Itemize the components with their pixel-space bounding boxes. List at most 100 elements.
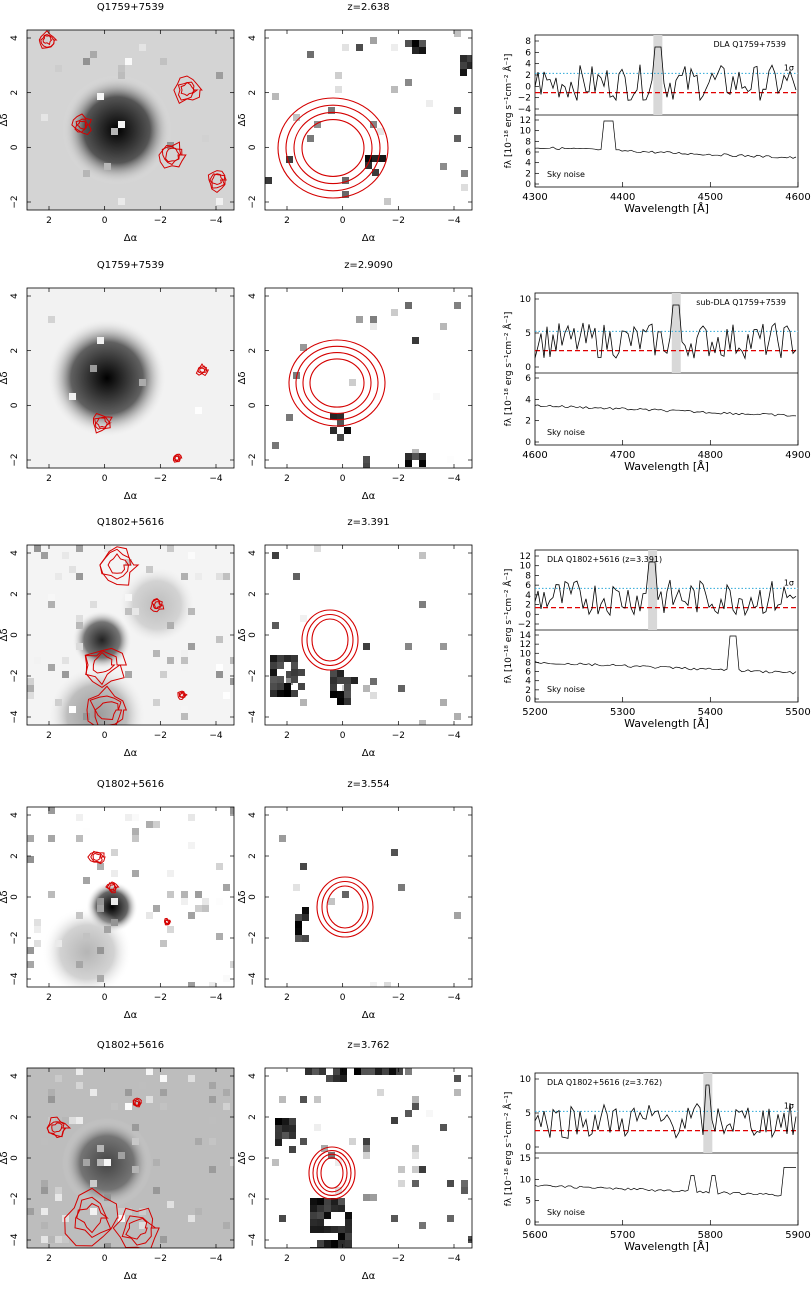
noise-pixel <box>293 114 300 121</box>
spectrum-top-tick-label: −2 <box>518 620 531 630</box>
noise-pixel <box>62 671 69 678</box>
spectrum-top-tick-label: 8 <box>525 571 531 581</box>
noise-pixel <box>454 713 461 720</box>
noise-pixel <box>391 1117 398 1124</box>
y-tick-label: 0 <box>10 894 20 900</box>
spectrum-bottom-tick-label: 15 <box>520 1154 531 1164</box>
noise-pixel <box>69 1117 76 1124</box>
noise-pixel <box>48 316 55 323</box>
noise-pixel <box>209 1096 216 1103</box>
contour-ring <box>308 1146 356 1200</box>
contour-fragment <box>76 1202 109 1234</box>
noise-pixel <box>419 1222 426 1229</box>
y-tick-label: 2 <box>248 90 258 96</box>
noise-pixel <box>223 692 230 699</box>
noise-pixel <box>412 1152 419 1159</box>
source-pixel <box>351 677 358 684</box>
source-pixel <box>338 1198 345 1205</box>
source-pixel <box>467 55 472 62</box>
noise-pixel <box>160 1103 167 1110</box>
contour-content <box>265 545 472 725</box>
source-pixel <box>270 662 277 669</box>
noise-pixel <box>454 30 461 37</box>
source-pixel <box>295 935 302 942</box>
noise-pixel <box>314 1096 321 1103</box>
contour-fragment <box>107 553 130 574</box>
noise-pixel <box>286 671 293 678</box>
x-axis-label: Δα <box>124 491 138 502</box>
image-panel-title: Q1802+5616 <box>97 517 164 528</box>
source-pixel <box>460 55 467 62</box>
y-tick-label: −2 <box>10 453 20 466</box>
noise-pixel <box>391 86 398 93</box>
contour-fragment <box>105 881 120 894</box>
noise-pixel <box>272 1159 279 1166</box>
source-pixel <box>324 1240 331 1247</box>
object-spectrum-line <box>534 46 797 102</box>
noise-pixel <box>419 1166 426 1173</box>
source-pixel <box>298 683 305 690</box>
contour-ring <box>277 97 389 199</box>
y-tick-label: 4 <box>10 1073 20 1079</box>
noise-pixel <box>370 982 377 987</box>
contour-fragment <box>152 601 161 609</box>
noise-pixel <box>454 302 461 309</box>
source-pixel <box>419 47 426 54</box>
noise-pixel <box>356 316 363 323</box>
y-tick-label: 0 <box>248 1155 258 1161</box>
panel-frame <box>26 29 235 211</box>
source-pixel <box>331 1240 338 1247</box>
noise-pixel <box>335 1159 342 1166</box>
spectrum-bottom-tick-label: 6 <box>525 668 531 678</box>
source-pixel <box>291 690 298 697</box>
noise-pixel <box>90 1208 97 1215</box>
y-tick-label: 4 <box>248 1073 258 1079</box>
source-pixel <box>412 40 419 47</box>
noise-pixel <box>440 643 447 650</box>
source-pixel <box>344 698 351 705</box>
x-tick-label: 0 <box>102 731 108 741</box>
noise-pixel <box>41 1180 48 1187</box>
source-pixel <box>330 413 337 420</box>
contour-background <box>265 545 472 725</box>
y-tick-label: −2 <box>248 1192 258 1205</box>
noise-pixel <box>41 114 48 121</box>
source-pixel <box>317 1205 324 1212</box>
source-pixel <box>298 669 305 676</box>
noise-pixel <box>76 1117 83 1124</box>
noise-pixel <box>62 1236 69 1243</box>
spectrum-x-tick-label: 4900 <box>785 450 810 461</box>
noise-pixel <box>426 1110 433 1117</box>
noise-pixel <box>62 657 69 664</box>
x-tick-label: 2 <box>284 474 290 484</box>
spectrum-bottom-tick-label: 10 <box>520 649 532 659</box>
noise-pixel <box>34 926 41 933</box>
noise-pixel <box>146 821 153 828</box>
noise-pixel <box>181 891 188 898</box>
noise-pixel <box>41 37 48 44</box>
noise-pixel <box>454 1089 461 1096</box>
x-tick-label: −4 <box>447 474 461 484</box>
source-pixel <box>331 1247 338 1248</box>
y-axis-label: Δδ <box>0 372 10 385</box>
spectrum-x-axis-label: Wavelength [Å] <box>624 717 709 730</box>
noise-pixel <box>27 947 34 954</box>
contour-fragment <box>173 75 203 105</box>
source-pixel <box>379 155 386 162</box>
source-pixel <box>337 698 344 705</box>
noise-pixel <box>62 1117 69 1124</box>
y-tick-label: 0 <box>10 632 20 638</box>
source-pixel <box>345 1233 352 1240</box>
spectrum-frame <box>534 549 799 703</box>
contour-fragment <box>108 883 117 891</box>
noise-pixel <box>181 898 188 905</box>
noise-pixel <box>398 685 405 692</box>
noise-pixel <box>139 379 146 386</box>
source-pixel <box>333 1068 340 1075</box>
noise-pixel <box>307 51 314 58</box>
spectrum-bottom-tick-label: 4 <box>525 395 531 405</box>
source-pixel <box>396 1068 403 1075</box>
sigma-label: 1σ <box>784 63 794 72</box>
noise-pixel <box>97 1145 104 1152</box>
